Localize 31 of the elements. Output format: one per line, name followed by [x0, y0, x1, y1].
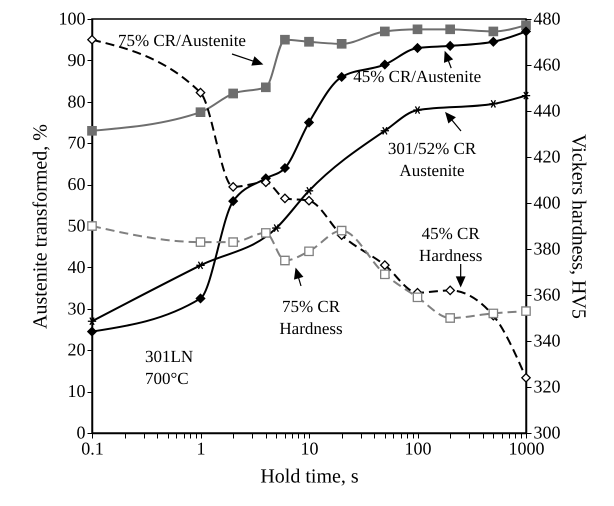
- y2-tick-label: 440: [534, 100, 560, 120]
- x-tick-label: 100: [404, 438, 432, 458]
- y2-tick-label: 460: [534, 54, 560, 74]
- annotation: 75% CR Hardness: [279, 297, 343, 338]
- y-tick-label: 90: [68, 50, 86, 70]
- y-tick-label: 10: [68, 381, 86, 402]
- y-tick-label: 60: [68, 174, 86, 194]
- y2-tick-label: 400: [534, 192, 560, 212]
- annotation: 75% CR/Austenite: [118, 31, 246, 50]
- y-tick-label: 30: [68, 298, 86, 318]
- y2-tick-label: 340: [534, 330, 560, 350]
- y-tick-label: 70: [68, 132, 86, 153]
- y2-tick-label: 480: [534, 8, 560, 28]
- y-axis-title: Austenite transformed, %: [30, 124, 52, 329]
- y-tick-label: 80: [68, 91, 86, 112]
- annotation: 301LN 700°C: [145, 347, 194, 388]
- y2-tick-label: 320: [534, 376, 560, 396]
- x-axis-title: Hold time, s: [260, 466, 359, 488]
- x-tick-label: 10: [300, 438, 318, 458]
- annotation: 301/52% CR Austenite: [388, 139, 477, 180]
- annotation: 45% CR Hardness: [419, 224, 482, 266]
- y-tick-label: 40: [68, 256, 86, 277]
- y2-tick-label: 360: [534, 284, 560, 304]
- y-tick-label: 50: [68, 216, 86, 236]
- y-tick-label: 20: [68, 340, 86, 360]
- y2-tick-label: 380: [534, 238, 560, 258]
- annotation: 45% CR/Austenite: [353, 67, 482, 86]
- y2-axis-title: Vickers hardness, HV5: [568, 134, 590, 319]
- y-tick-label: 100: [58, 8, 86, 28]
- x-tick-label: 1: [196, 438, 206, 458]
- y2-tick-label: 420: [534, 146, 560, 166]
